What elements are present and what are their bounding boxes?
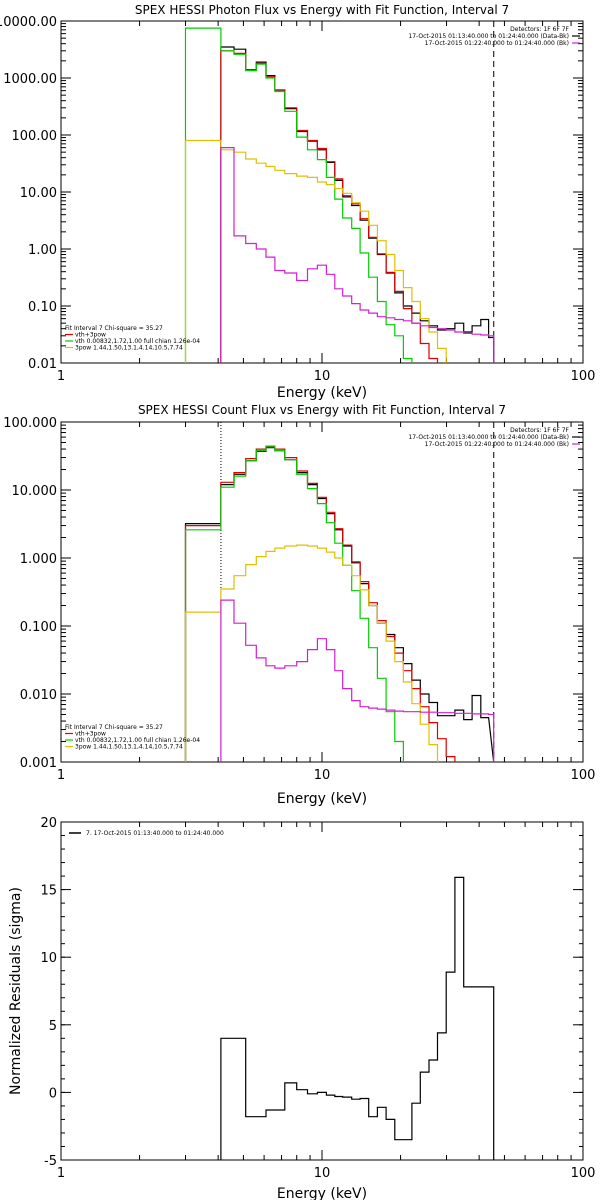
- series-line-data: [184, 447, 495, 762]
- legend-label: 3pow 1.44,1.50,13.1,4.14,10.5,7.74: [75, 744, 183, 751]
- legend-heading: Fit Interval 7 Chi-square = 35.27: [65, 325, 163, 332]
- chart-panel-1: SPEX HESSI Photon Flux vs Energy with Fi…: [0, 3, 595, 401]
- x-tick-label: 100: [571, 768, 596, 783]
- series-group: [184, 445, 495, 762]
- header-line: 17-Oct-2015 01:22:40.000 to 01:24:40.000…: [425, 441, 569, 448]
- y-tick-label: 0.10: [28, 300, 57, 315]
- plot-frame: [60, 421, 584, 763]
- y-tick-label: 0.010: [20, 688, 57, 703]
- y-tick-label: 10: [40, 951, 57, 966]
- y-axis-title: Normalized Residuals (sigma): [8, 887, 24, 1095]
- plot-frame: [60, 20, 584, 364]
- x-tick-label: 1: [57, 768, 65, 783]
- y-tick-label: -5: [44, 1154, 57, 1169]
- header-line: 17-Oct-2015 01:22:40.000 to 01:24:40.000…: [425, 40, 569, 47]
- x-tick-label: 10: [314, 1166, 331, 1181]
- x-axis-title: Energy (keV): [277, 385, 367, 401]
- series-line-fit: [184, 445, 494, 762]
- x-tick-label: 10: [314, 369, 331, 384]
- y-tick-label: 10.000: [12, 484, 58, 499]
- x-tick-label: 10: [314, 768, 331, 783]
- legend-label: vth 0.00832,1.72,1.00 full chian 1.26e-0…: [75, 737, 200, 744]
- legend-label: vth 0.00832,1.72,1.00 full chian 1.26e-0…: [75, 338, 200, 345]
- series-line-nonthermal: [184, 139, 456, 363]
- x-axis-title: Energy (keV): [277, 791, 367, 807]
- y-tick-label: 1.00: [28, 243, 57, 258]
- y-tick-label: 100.00: [12, 129, 58, 144]
- header-line: Detectors: 1F 6F 7F: [510, 26, 569, 33]
- x-tick-label: 1: [57, 369, 65, 384]
- y-tick-label: 15: [40, 884, 57, 899]
- y-tick-label: 1000.00: [3, 72, 57, 87]
- y-tick-label: 0.01: [28, 357, 57, 372]
- series-line-fit: [220, 50, 495, 363]
- header-line: Detectors: 1F 6F 7F: [510, 427, 569, 434]
- header-line: 17-Oct-2015 01:13:40.000 to 01:24:40.000…: [408, 33, 569, 40]
- header-line: 17-Oct-2015 01:13:40.000 to 01:24:40.000…: [408, 434, 569, 441]
- legend-label: 3pow 1.44,1.50,13.1,4.14,10.5,7.74: [75, 345, 183, 352]
- x-tick-label: 100: [571, 1166, 596, 1181]
- chart-title: SPEX HESSI Count Flux vs Energy with Fit…: [138, 403, 506, 417]
- y-tick-label: 5: [49, 1019, 57, 1034]
- series-line-background: [220, 599, 495, 762]
- x-tick-label: 1: [57, 1166, 65, 1181]
- series-line-thermal: [184, 446, 413, 762]
- legend-heading: Fit Interval 7 Chi-square = 35.27: [65, 724, 163, 731]
- y-tick-label: 100.000: [3, 416, 57, 431]
- y-tick-label: 0.100: [20, 620, 57, 635]
- series-line-nonthermal: [184, 544, 465, 762]
- chart-title: SPEX HESSI Photon Flux vs Energy with Fi…: [135, 3, 509, 17]
- y-tick-label: 0.001: [20, 756, 57, 771]
- x-tick-label: 100: [571, 369, 596, 384]
- legend-label: 7. 17-Oct-2015 01:13:40.000 to 01:24:40.…: [86, 830, 224, 837]
- chart-panel-3: 1 10 100 -5 0 5 10 15 20 Energy (keV) Normalized R…: [8, 816, 595, 1200]
- legend-label: vth+3pow: [75, 332, 106, 339]
- series-group: [220, 876, 495, 1160]
- legend-label: vth+3pow: [75, 731, 106, 738]
- chart-panel-2: SPEX HESSI Count Flux vs Energy with Fit…: [3, 403, 595, 807]
- y-tick-label: 1.000: [20, 552, 57, 567]
- y-tick-label: 10.00: [20, 186, 57, 201]
- x-axis-title: Energy (keV): [277, 1186, 367, 1200]
- series-group: [184, 27, 495, 363]
- series-line-data: [220, 46, 495, 363]
- y-tick-label: 10000.00: [0, 15, 57, 30]
- series-line-thermal: [184, 27, 413, 363]
- series-line-background: [220, 147, 495, 363]
- series-line-residuals: [220, 876, 495, 1160]
- plot-frame: [60, 821, 584, 1161]
- y-tick-label: 20: [40, 816, 57, 831]
- y-tick-label: 0: [49, 1086, 57, 1101]
